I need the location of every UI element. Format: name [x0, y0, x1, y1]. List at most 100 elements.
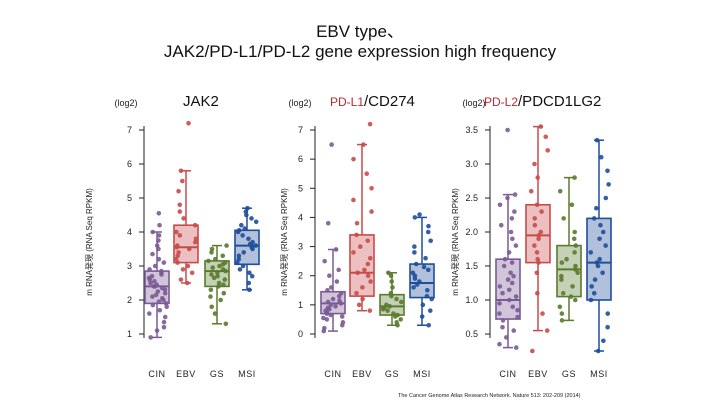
panel-3-cin-point-22: [509, 260, 515, 265]
panel-1-gene-title: JAK2: [183, 93, 219, 110]
panel-2-gs-point-17: [389, 279, 394, 284]
panel-1-gs-point-4: [218, 297, 223, 303]
panel-1-y-tick-label-5: 5: [127, 193, 132, 203]
panel-1-msi-point-24: [244, 212, 249, 218]
panel-1-cin-point-2: [154, 328, 160, 333]
panel-2-ebv-point-14: [365, 238, 371, 244]
panel-2-cin-point-8: [328, 312, 333, 318]
panel-2-gs-point-13: [394, 296, 399, 302]
panel-2-y-tick-label-1: 0: [298, 329, 303, 339]
panel-3-ebv-point-12: [538, 229, 544, 235]
panel-3-msi-point-6: [591, 290, 597, 296]
panel-3-cin-point-8: [497, 311, 502, 316]
panel-1-ebv-point-4: [180, 267, 186, 272]
panel-2-ebv-point-11: [367, 255, 373, 261]
panel-1-msi-point-4: [247, 270, 252, 276]
panel-2-gs-point-3: [398, 317, 404, 322]
panel-2-ebv-point-9: [362, 267, 367, 273]
panel-3-ebv-point-17: [528, 188, 534, 194]
panel-1-msi-point-23: [249, 216, 254, 221]
panel-3-y-tick-label-5: 2.5: [465, 193, 478, 203]
panel-2-ebv-point-18: [351, 197, 356, 203]
panel-1-msi-point-17: [240, 233, 245, 238]
panel-1-ebv-point-18: [181, 216, 186, 221]
panel-2-y-tick-label-5: 4: [298, 212, 303, 222]
panel-1-msi-point-15: [250, 239, 255, 245]
panel-3-msi-point-23: [598, 154, 604, 160]
panel-3-cin-point-28: [498, 222, 504, 228]
panel-1-msi-point-25: [243, 209, 249, 214]
panel-3-gs-point-6: [560, 290, 566, 296]
panel-1-cin-point-40: [150, 229, 156, 235]
panel-2-msi-point-3: [427, 308, 433, 313]
panel-2-cin-point-27: [322, 258, 327, 264]
panel-1-msi-point-21: [239, 222, 244, 228]
panel-3-cin-point-25: [513, 243, 519, 248]
panel-2-ebv-point-10: [365, 261, 371, 267]
panel-1-cin-point-33: [161, 260, 167, 265]
panel-2-msi-point-16: [413, 261, 419, 267]
panel-3-ebv-point-20: [545, 148, 551, 153]
panel-2-gs-point-11: [384, 302, 389, 308]
panel-1-cin-point-34: [156, 256, 162, 262]
panel-3-y-tick-label-6: 3.0: [465, 159, 478, 169]
panel-3-cin-point-10: [510, 304, 516, 310]
panel-2-gs-category-label: GS: [385, 369, 399, 379]
panel-2-ebv-point-2: [356, 302, 362, 308]
panel-1-cin-point-35: [150, 251, 155, 257]
panel-1-gs-point-8: [216, 284, 221, 289]
panel-1-gs-point-25: [209, 250, 214, 255]
panel-1-gs-point-19: [217, 263, 222, 269]
panel-1-gs-point-26: [209, 246, 215, 252]
panel-2-ebv-point-23: [367, 121, 373, 127]
panel-3-cin-point-16: [497, 284, 503, 289]
panel-3-cin-point-7: [515, 314, 520, 320]
panel-2-y-axis-label: m RNA発現 (RNA Seq RPKM): [280, 188, 289, 296]
panel-1-msi-point-8: [236, 256, 242, 262]
panel-1-ebv-point-1: [184, 280, 190, 286]
panel-1-cin-point-8: [164, 304, 170, 310]
panel-2-cin-point-5: [324, 317, 330, 322]
panel-2-msi-point-5: [429, 296, 435, 302]
panel-2-gs-point-7: [385, 308, 390, 313]
panel-1-ebv-point-2: [178, 277, 184, 282]
panel-1-cin-point-27: [149, 273, 155, 279]
panel-3-cin-point-9: [515, 307, 520, 313]
panel-3-msi-point-19: [594, 205, 599, 211]
panel-1-cin-point-38: [156, 238, 161, 243]
panel-2-msi-point-24: [417, 212, 422, 217]
panel-3-msi-category-label: MSI: [590, 369, 608, 379]
panel-2-cin-point-30: [329, 142, 334, 147]
panel-3-msi-point-16: [600, 229, 606, 235]
panel-2-msi-point-19: [412, 244, 417, 249]
panel-2-ebv-point-22: [361, 142, 366, 147]
panel-2-y-tick-label-3: 2: [298, 271, 303, 281]
panel-2-msi-point-15: [421, 264, 427, 270]
panel-3-cin-point-5: [500, 324, 505, 330]
panel-1-cin-point-17: [155, 289, 161, 294]
panel-3-cin-point-23: [502, 256, 508, 262]
panel-3-cin-point-29: [509, 216, 515, 221]
panel-3-msi-point-1: [595, 348, 601, 354]
panel-1-cin-point-22: [154, 282, 160, 288]
panel-1-ebv-point-16: [174, 229, 179, 235]
panel-3-gene-title: PD-L2/PDCD1LG2: [484, 93, 601, 110]
panel-2-cin-point-24: [334, 279, 340, 284]
panel-3-ebv-point-9: [532, 243, 537, 248]
panel-2-ebv-point-19: [369, 185, 374, 191]
panel-3-msi-point-4: [605, 311, 611, 316]
panel-1-ebv-point-14: [193, 236, 199, 242]
panel-3-cin-point-18: [505, 277, 511, 282]
panel-3-ebv-point-1: [530, 348, 535, 354]
panel-1-ebv-point-20: [177, 202, 183, 208]
panel-3-ebv-point-18: [535, 175, 540, 180]
panel-1-gs-point-11: [222, 277, 228, 282]
panel-3-gs-point-8: [559, 277, 564, 282]
panel-3-gs-point-7: [570, 284, 575, 289]
panel-3-gs-point-9: [559, 273, 564, 279]
panel-2-cin-point-7: [339, 314, 345, 319]
panel-2-ebv-category-label: EBV: [352, 369, 372, 379]
panel-2-gs-point-10: [387, 304, 393, 309]
panel-2-ebv-point-8: [355, 270, 361, 276]
panel-3-msi-point-13: [588, 250, 594, 255]
